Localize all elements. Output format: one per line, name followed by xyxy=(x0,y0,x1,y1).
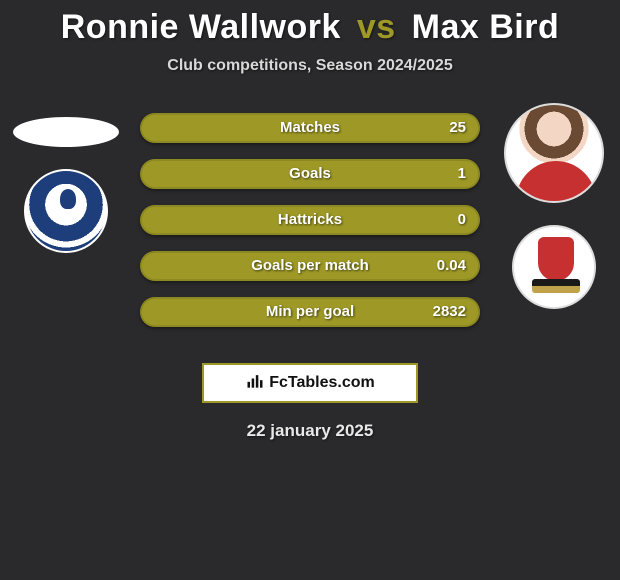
stat-value-right: 0.04 xyxy=(437,251,466,281)
page-title: Ronnie Wallwork vs Max Bird xyxy=(0,0,620,47)
player2-name: Max Bird xyxy=(412,8,560,46)
source-text: FcTables.com xyxy=(269,374,375,392)
comparison-content: Matches25 Goals1 Hattricks0 Goals per match… xyxy=(0,103,620,353)
stat-label: Min per goal xyxy=(140,297,480,327)
stat-label: Matches xyxy=(140,113,480,143)
source-badge: FcTables.com xyxy=(202,363,418,403)
player1-club-badge xyxy=(24,169,108,253)
right-column xyxy=(494,103,614,309)
stat-row: Goals per match0.04 xyxy=(140,251,480,281)
stat-label: Goals xyxy=(140,159,480,189)
stat-row: Hattricks0 xyxy=(140,205,480,235)
player1-name: Ronnie Wallwork xyxy=(61,8,341,46)
player2-club-badge xyxy=(512,225,596,309)
stat-label: Hattricks xyxy=(140,205,480,235)
stat-value-right: 1 xyxy=(458,159,466,189)
player2-photo xyxy=(504,103,604,203)
stat-bars: Matches25 Goals1 Hattricks0 Goals per match… xyxy=(140,113,480,343)
left-column xyxy=(6,103,126,253)
date-line: 22 january 2025 xyxy=(0,421,620,441)
chart-icon xyxy=(245,371,265,396)
player1-photo-placeholder xyxy=(13,117,119,147)
subtitle: Club competitions, Season 2024/2025 xyxy=(0,57,620,75)
stat-value-right: 2832 xyxy=(433,297,466,327)
stat-row: Goals1 xyxy=(140,159,480,189)
vs-separator: vs xyxy=(357,8,396,46)
stat-row: Min per goal2832 xyxy=(140,297,480,327)
stat-label: Goals per match xyxy=(140,251,480,281)
stat-row: Matches25 xyxy=(140,113,480,143)
stat-value-right: 0 xyxy=(458,205,466,235)
stat-value-right: 25 xyxy=(449,113,466,143)
